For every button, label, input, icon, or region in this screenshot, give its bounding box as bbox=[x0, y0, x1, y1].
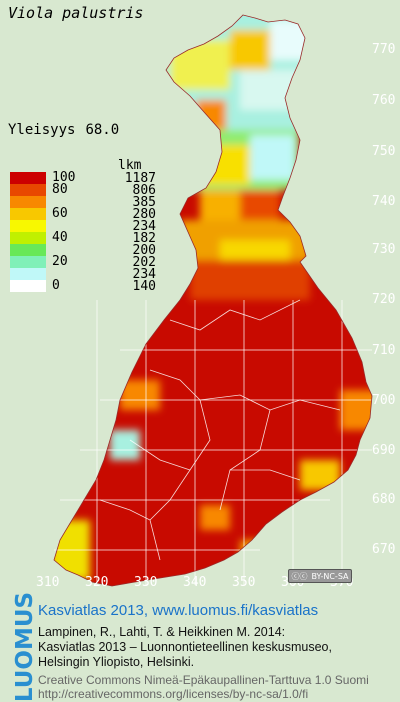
x-tick: 340 bbox=[183, 575, 206, 590]
legend-count: 200 bbox=[132, 243, 156, 258]
distribution-map: 770 760 750 740 730 720 710 700 690 680 … bbox=[36, 14, 395, 590]
y-axis: 770 760 750 740 730 720 710 700 690 680 … bbox=[372, 42, 395, 557]
legend-swatch bbox=[10, 172, 46, 184]
legend-row: 40 182 bbox=[10, 230, 190, 246]
cc-icon: ⓒⓒ bbox=[291, 571, 308, 581]
legend-percent: 100 bbox=[52, 170, 76, 185]
x-tick: 310 bbox=[36, 575, 59, 590]
legend-row: 234 bbox=[10, 219, 190, 234]
legend-count-header: lkm bbox=[118, 158, 142, 173]
y-tick: 670 bbox=[372, 542, 395, 557]
legend-percent: 60 bbox=[52, 206, 68, 221]
luomus-logo-text: LUOMUS bbox=[12, 591, 39, 702]
license-badge[interactable]: ⓒⓒ BY-NC-SA bbox=[288, 569, 352, 583]
legend-count: 202 bbox=[132, 255, 156, 270]
legend-row: 100 1187 bbox=[10, 170, 190, 186]
y-tick: 770 bbox=[372, 42, 395, 57]
y-tick: 690 bbox=[372, 443, 395, 458]
legend-percent: 0 bbox=[52, 278, 60, 293]
license-url[interactable]: http://creativecommons.org/licenses/by-n… bbox=[38, 687, 309, 701]
legend-row: 0 140 bbox=[10, 278, 190, 294]
prevalence-value: 68.0 bbox=[85, 122, 120, 138]
legend-swatch bbox=[10, 220, 46, 232]
legend-swatch bbox=[10, 196, 46, 208]
license-badge-label: BY-NC-SA bbox=[311, 571, 349, 581]
legend-percent: 40 bbox=[52, 230, 68, 245]
y-tick: 750 bbox=[372, 144, 395, 159]
credits-title[interactable]: Kasviatlas 2013, www.luomus.fi/kasviatla… bbox=[38, 602, 319, 619]
legend-swatch bbox=[10, 232, 46, 244]
legend-swatch bbox=[10, 268, 46, 280]
y-tick: 730 bbox=[372, 242, 395, 257]
citation-line: Helsingin Yliopisto, Helsinki. bbox=[38, 655, 195, 669]
x-tick: 330 bbox=[134, 575, 157, 590]
license-line: Creative Commons Nimeä-Epäkaupallinen-Ta… bbox=[38, 673, 369, 687]
legend-row: 80 806 bbox=[10, 182, 190, 198]
luomus-logo: LUOMUS bbox=[8, 592, 38, 702]
legend-row: 385 bbox=[10, 195, 190, 210]
legend-row: 234 bbox=[10, 267, 190, 282]
legend-row: 200 bbox=[10, 243, 190, 258]
y-tick: 720 bbox=[372, 292, 395, 307]
legend-count: 385 bbox=[132, 195, 156, 210]
legend-count: 140 bbox=[132, 279, 156, 294]
x-tick: 320 bbox=[85, 575, 108, 590]
citation-line: Lampinen, R., Lahti, T. & Heikkinen M. 2… bbox=[38, 625, 286, 639]
legend-swatch bbox=[10, 244, 46, 256]
citation-line: Kasviatlas 2013 – Luonnontieteellinen ke… bbox=[38, 640, 332, 654]
y-tick: 740 bbox=[372, 194, 395, 209]
legend-swatch bbox=[10, 208, 46, 220]
x-tick: 350 bbox=[232, 575, 255, 590]
grid bbox=[54, 300, 372, 585]
y-tick: 680 bbox=[372, 492, 395, 507]
legend-count: 234 bbox=[132, 219, 156, 234]
legend-count: 280 bbox=[132, 207, 156, 222]
legend-count: 182 bbox=[132, 231, 156, 246]
legend-count: 1187 bbox=[124, 171, 156, 186]
prevalence-label: Yleisyys bbox=[8, 122, 76, 138]
legend-row: 20 202 bbox=[10, 254, 190, 270]
region-borders bbox=[99, 299, 341, 561]
y-tick: 700 bbox=[372, 393, 395, 408]
y-tick: 760 bbox=[372, 93, 395, 108]
legend-count: 806 bbox=[132, 183, 156, 198]
prevalence: Yleisyys 68.0 bbox=[8, 122, 129, 138]
legend-percent: 20 bbox=[52, 254, 68, 269]
legend-swatch bbox=[10, 280, 46, 292]
legend-row: 60 280 bbox=[10, 206, 190, 222]
y-tick: 710 bbox=[372, 343, 395, 358]
legend-count: 234 bbox=[132, 267, 156, 282]
legend-percent: 80 bbox=[52, 182, 68, 197]
species-name: Viola palustris bbox=[8, 4, 144, 22]
legend-swatch bbox=[10, 256, 46, 268]
legend-swatch bbox=[10, 184, 46, 196]
